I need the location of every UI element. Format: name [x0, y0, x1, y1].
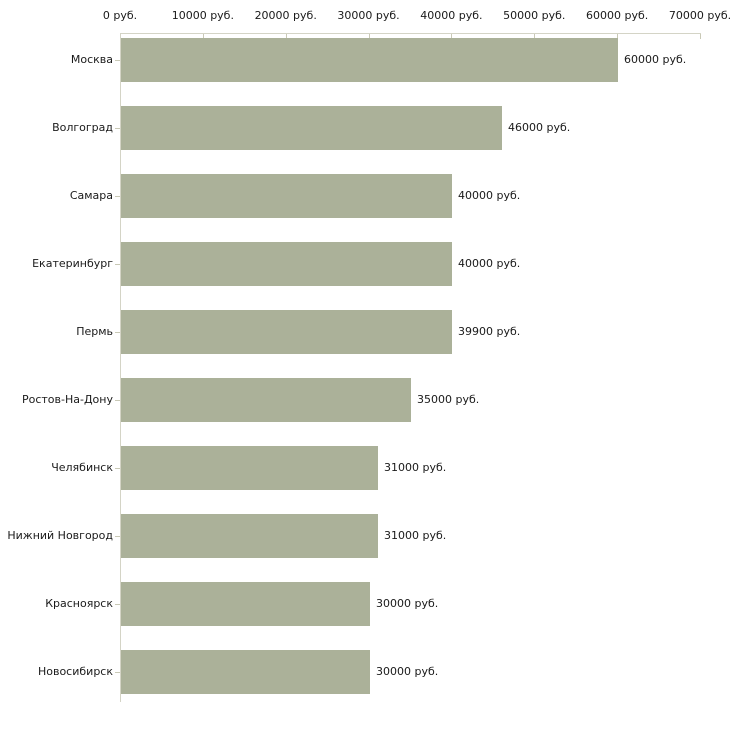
x-axis-tick-label: 70000 руб.	[668, 9, 730, 22]
y-axis-tick-mark	[115, 672, 120, 673]
category-label: Самара	[69, 189, 113, 202]
bar	[121, 514, 378, 558]
bar-value-label: 60000 руб.	[624, 53, 687, 66]
x-axis-line	[120, 33, 701, 34]
bar-value-label: 40000 руб.	[458, 189, 521, 202]
x-axis-tick-mark	[534, 34, 536, 39]
x-axis-tick-label: 30000 руб.	[337, 9, 400, 22]
x-axis-tick-label: 50000 руб.	[503, 9, 566, 22]
bar-value-label: 35000 руб.	[417, 393, 480, 406]
y-axis-tick-mark	[115, 400, 120, 401]
y-axis-tick-mark	[115, 536, 120, 537]
bar-value-label: 40000 руб.	[458, 257, 521, 270]
category-label: Волгоград	[52, 121, 113, 134]
bar-value-label: 31000 руб.	[384, 461, 447, 474]
bar	[121, 174, 452, 218]
bar	[121, 38, 618, 82]
x-axis-tick-label: 60000 руб.	[586, 9, 649, 22]
category-label: Екатеринбург	[32, 257, 113, 270]
bar	[121, 446, 378, 490]
bar-value-label: 46000 руб.	[508, 121, 571, 134]
x-axis-tick-mark	[700, 34, 701, 39]
y-axis-tick-mark	[115, 128, 120, 129]
bar	[121, 378, 411, 422]
y-axis-tick-mark	[115, 468, 120, 469]
x-axis-tick-mark	[285, 34, 287, 39]
category-label: Новосибирск	[37, 665, 113, 678]
x-axis-tick-mark	[202, 34, 204, 39]
category-label: Москва	[70, 53, 113, 66]
category-label: Челябинск	[51, 461, 113, 474]
x-axis-tick-mark	[368, 34, 370, 39]
bar	[121, 582, 370, 626]
bar-value-label: 30000 руб.	[376, 597, 439, 610]
category-label: Пермь	[76, 325, 113, 338]
y-axis-tick-mark	[115, 60, 120, 61]
x-axis-tick-mark	[451, 34, 453, 39]
bar	[121, 242, 452, 286]
bar	[121, 106, 502, 150]
bar-value-label: 39900 руб.	[458, 325, 521, 338]
x-axis-tick-label: 40000 руб.	[420, 9, 483, 22]
y-axis-tick-mark	[115, 332, 120, 333]
category-label: Нижний Новгород	[7, 529, 113, 542]
y-axis-line	[120, 33, 121, 702]
y-axis-tick-mark	[115, 264, 120, 265]
y-axis-tick-mark	[115, 196, 120, 197]
bar-value-label: 30000 руб.	[376, 665, 439, 678]
category-label: Ростов-На-Дону	[21, 393, 113, 406]
x-axis-tick-mark	[617, 34, 619, 39]
bar-value-label: 31000 руб.	[384, 529, 447, 542]
x-axis-tick-label: 0 руб.	[102, 9, 138, 22]
category-label: Красноярск	[45, 597, 113, 610]
y-axis-tick-mark	[115, 604, 120, 605]
bar	[121, 650, 370, 694]
bar	[121, 310, 452, 354]
x-axis-tick-label: 20000 руб.	[254, 9, 317, 22]
x-axis-tick-label: 10000 руб.	[171, 9, 234, 22]
